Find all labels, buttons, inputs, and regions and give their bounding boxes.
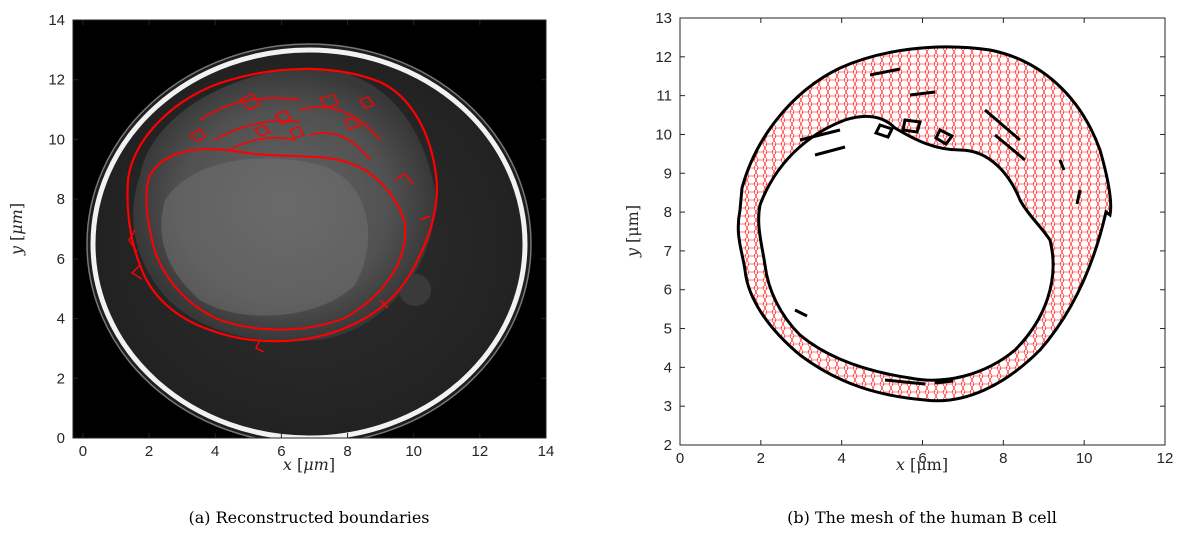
ylabel-a: y [μm] <box>7 203 26 256</box>
y-tick-label: 11 <box>656 88 672 105</box>
x-tick-label: 10 <box>405 443 422 460</box>
y-tick-label: 7 <box>664 243 672 260</box>
x-tick-label: 0 <box>79 443 87 460</box>
inner-boundary <box>145 148 407 331</box>
y-tick-label: 6 <box>57 251 65 268</box>
y-tick-label: 3 <box>664 398 672 415</box>
y-tick-label: 13 <box>655 10 672 27</box>
x-tick-label: 8 <box>999 450 1007 467</box>
ylabel-b: y [μm] <box>623 205 642 258</box>
x-tick-label: 6 <box>277 443 285 460</box>
x-tick-label: 12 <box>472 443 489 460</box>
y-tick-label: 10 <box>655 126 672 143</box>
x-tick-label: 0 <box>676 450 684 467</box>
outer-boundary <box>126 67 438 343</box>
x-tick-label: 2 <box>757 450 765 467</box>
y-tick-label: 12 <box>655 49 672 66</box>
cell-mesh <box>736 45 1113 403</box>
tomography-image <box>73 20 546 438</box>
panel-a: 0 2 4 6 8 10 12 14 0 2 4 6 8 10 12 14 x [μm] y [μm] (a)… <box>7 12 554 527</box>
y-tick-label: 5 <box>664 321 672 338</box>
axes-box-a <box>72 19 547 439</box>
x-tick-label: 6 <box>918 450 926 467</box>
y-tick-label: 4 <box>664 359 672 376</box>
axis-ticks-a: 0 2 4 6 8 10 12 14 0 2 4 6 8 10 12 14 <box>48 12 554 460</box>
x-tick-label: 4 <box>211 443 219 460</box>
mesh-region <box>736 45 1113 403</box>
y-tick-label: 12 <box>48 72 65 89</box>
xlabel-a: x [μm] <box>283 455 335 474</box>
y-tick-label: 14 <box>48 12 65 29</box>
y-tick-label: 4 <box>57 311 65 328</box>
y-tick-label: 10 <box>48 131 65 148</box>
y-tick-label: 9 <box>664 165 672 182</box>
y-tick-label: 8 <box>664 204 672 221</box>
y-tick-label: 2 <box>664 437 672 454</box>
x-tick-label: 12 <box>1157 450 1174 467</box>
y-tick-label: 6 <box>664 282 672 299</box>
caption-a: (a) Reconstructed boundaries <box>188 508 429 527</box>
x-tick-label: 10 <box>1076 450 1093 467</box>
caption-b: (b) The mesh of the human B cell <box>787 508 1057 527</box>
y-tick-label: 0 <box>57 430 65 447</box>
ring-outline <box>90 47 528 438</box>
xlabel-b: x [μm] <box>896 455 948 474</box>
y-tick-label: 8 <box>57 191 65 208</box>
x-tick-label: 2 <box>145 443 153 460</box>
x-tick-label: 8 <box>343 443 351 460</box>
x-tick-label: 14 <box>538 443 555 460</box>
x-tick-label: 4 <box>837 450 845 467</box>
y-tick-label: 2 <box>57 370 65 387</box>
